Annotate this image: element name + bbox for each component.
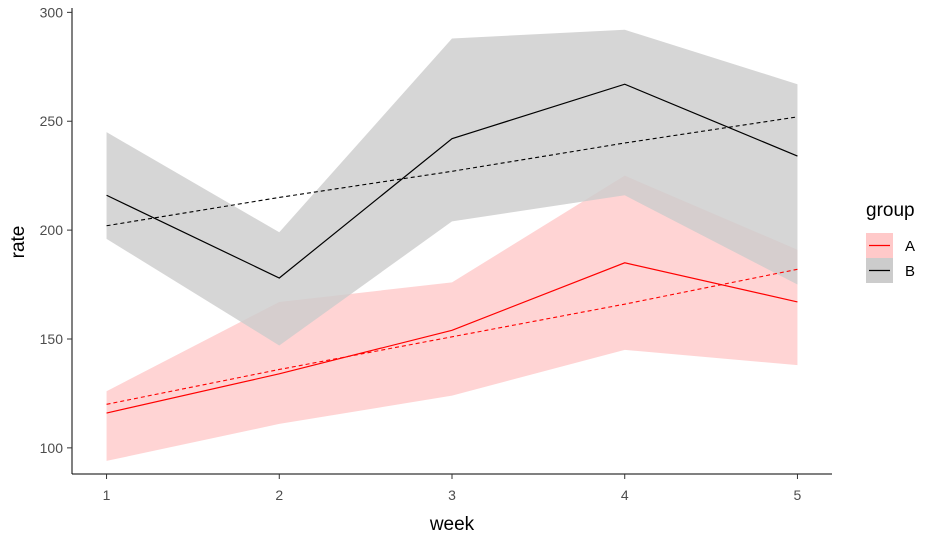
- x-tick-label: 5: [794, 487, 802, 503]
- x-tick-label: 3: [448, 487, 456, 503]
- x-tick-label: 1: [103, 487, 111, 503]
- legend: group AB: [866, 200, 915, 283]
- ribbon-A: [106, 175, 798, 461]
- series-line-A: [106, 262, 798, 414]
- legend-label-A: A: [905, 238, 915, 255]
- y-tick-label: 200: [40, 222, 64, 238]
- lines-layer: [106, 83, 798, 414]
- y-ticks: 100 150 200 250 300: [40, 4, 72, 456]
- y-tick-label: 250: [40, 113, 64, 129]
- x-tick-label: 4: [621, 487, 629, 503]
- y-axis-title: rate: [8, 226, 29, 259]
- ribbons-layer: [106, 29, 798, 461]
- trend-line-B: [106, 116, 798, 227]
- ribbon-B: [106, 29, 798, 346]
- x-tick-label: 2: [275, 487, 283, 503]
- y-tick-label: 150: [40, 331, 64, 347]
- y-tick-label: 300: [40, 4, 64, 20]
- trend-line-A: [106, 268, 798, 405]
- x-axis-title: week: [429, 514, 475, 535]
- x-ticks: 1 2 3 4 5: [103, 474, 802, 503]
- series-line-B: [106, 83, 798, 279]
- legend-title: group: [866, 200, 915, 221]
- legend-label-B: B: [905, 263, 915, 280]
- y-tick-label: 100: [40, 440, 64, 456]
